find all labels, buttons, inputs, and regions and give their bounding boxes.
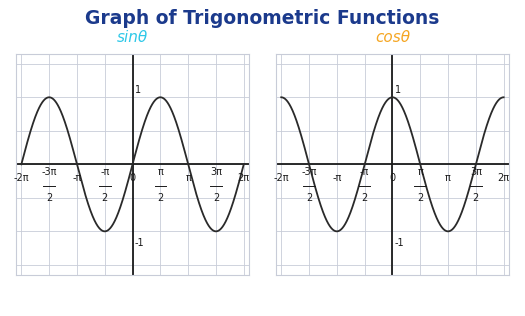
Text: -1: -1	[395, 238, 404, 248]
Text: 3π: 3π	[210, 167, 222, 177]
Text: -3π: -3π	[41, 167, 57, 177]
Text: 2: 2	[158, 193, 163, 203]
Text: -2π: -2π	[14, 173, 29, 183]
Text: 2: 2	[213, 193, 219, 203]
Text: Graph of Trigonometric Functions: Graph of Trigonometric Functions	[85, 9, 440, 28]
Text: -3π: -3π	[301, 167, 317, 177]
Text: π: π	[445, 173, 451, 183]
Text: 2: 2	[472, 193, 479, 203]
Text: cosθ: cosθ	[375, 30, 410, 45]
Text: -π: -π	[360, 167, 369, 177]
Text: -π: -π	[72, 173, 82, 183]
Text: sinθ: sinθ	[117, 30, 148, 45]
Text: π: π	[158, 167, 163, 177]
Text: 2: 2	[362, 193, 367, 203]
Text: π: π	[185, 173, 191, 183]
Text: 2: 2	[417, 193, 423, 203]
Text: 2: 2	[46, 193, 52, 203]
Text: 2π: 2π	[238, 173, 250, 183]
Text: 2: 2	[102, 193, 108, 203]
Text: π: π	[417, 167, 423, 177]
Text: 3π: 3π	[470, 167, 482, 177]
Text: 0: 0	[130, 173, 135, 183]
Text: 0: 0	[390, 173, 395, 183]
Text: -2π: -2π	[274, 173, 289, 183]
Text: -π: -π	[100, 167, 109, 177]
Text: 2π: 2π	[498, 173, 510, 183]
Text: 1: 1	[135, 85, 141, 95]
Text: 1: 1	[395, 85, 401, 95]
Text: -π: -π	[332, 173, 342, 183]
Text: 2: 2	[306, 193, 312, 203]
Text: -1: -1	[135, 238, 144, 248]
